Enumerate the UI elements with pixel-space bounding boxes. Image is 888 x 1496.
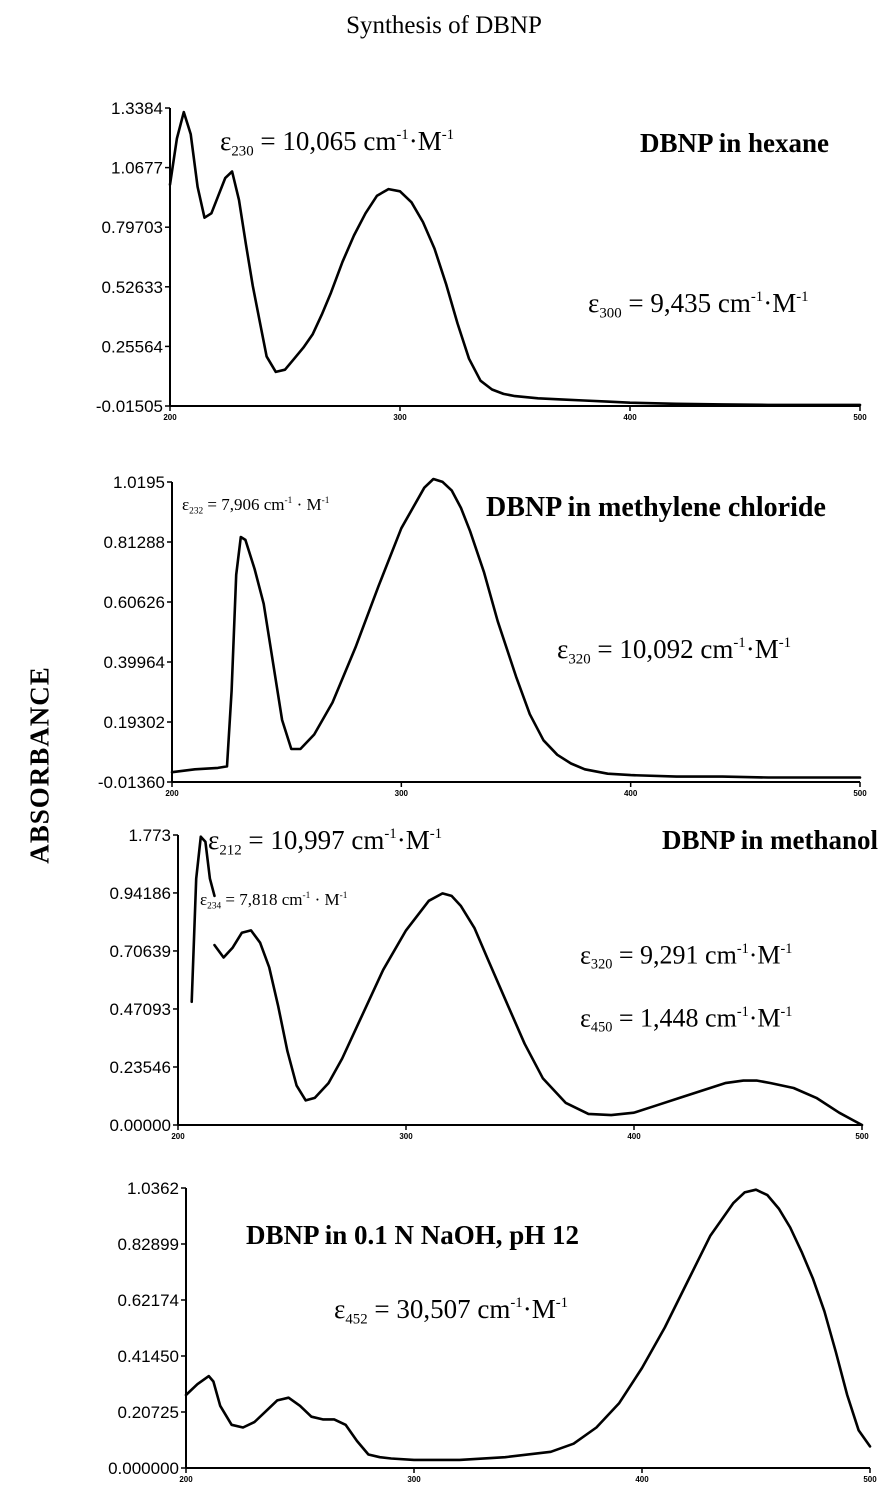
naoh-absorbance-line	[184, 1188, 872, 1462]
naoh-y-tick-label: 1.0362	[127, 1179, 179, 1198]
methylene-chloride-y-tick-label: 0.19302	[104, 713, 165, 732]
methylene-chloride-y-tick-label: 0.60626	[104, 593, 165, 612]
epsilon-234-annotation: ε234 = 7,818 cm-1 · M-1	[200, 890, 348, 912]
naoh-spectrum-panel: 0.000000 0.20725 0.41450 0.62174 0.82899 1.03…	[0, 1170, 888, 1496]
hexane-absorbance-line	[168, 110, 862, 407]
hexane-spectrum-plot: -0.01505 0.25564 0.52633 0.79703 1.0677 1.338…	[96, 99, 867, 422]
epsilon-300-annotation: ε300 = 9,435 cm-1·M-1	[588, 288, 809, 322]
methylene-chloride-panel-title: DBNP in methylene chloride	[486, 492, 826, 523]
hexane-spectrum-panel: -0.01505 0.25564 0.52633 0.79703 1.0677 1.338…	[0, 90, 888, 440]
naoh-x-tick-label: 300	[407, 1475, 421, 1484]
methanol-y-tick-label: 0.70639	[110, 942, 171, 961]
methylene-chloride-y-tick-label: 0.39964	[104, 653, 165, 672]
methanol-x-tick-label: 300	[399, 1132, 413, 1141]
methylene-chloride-x-tick-label: 200	[165, 789, 179, 798]
methanol-spectrum-panel: 0.00000 0.23546 0.47093 0.70639 0.94186 1.773…	[0, 815, 888, 1175]
methanol-x-tick-label: 400	[627, 1132, 641, 1141]
epsilon-320-annotation: ε320 = 9,291 cm-1·M-1	[580, 940, 793, 973]
methanol-y-tick-label: 1.773	[128, 826, 171, 845]
naoh-y-tick-label: 0.20725	[118, 1403, 179, 1422]
hexane-x-tick-label: 200	[163, 413, 177, 422]
methanol-panel-title: DBNP in methanol	[662, 825, 879, 855]
hexane-panel-title: DBNP in hexane	[640, 128, 830, 158]
hexane-x-tick-label: 400	[623, 413, 637, 422]
naoh-y-tick-label: 0.82899	[118, 1235, 179, 1254]
naoh-spectrum-plot: 0.000000 0.20725 0.41450 0.62174 0.82899 1.03…	[108, 1179, 877, 1484]
methanol-absorbance-line	[190, 835, 216, 1004]
hexane-x-tick-label: 300	[393, 413, 407, 422]
methanol-y-tick-label: 0.00000	[110, 1116, 171, 1135]
naoh-x-tick-label: 200	[179, 1475, 193, 1484]
naoh-x-tick-label: 400	[635, 1475, 649, 1484]
methanol-absorbance-line	[213, 892, 864, 1127]
hexane-y-tick-label: 0.79703	[102, 218, 163, 237]
epsilon-452-annotation: ε452 = 30,507 cm-1·M-1	[334, 1294, 569, 1328]
methylene-chloride-spectrum-plot: -0.01360 0.19302 0.39964 0.60626 0.81288 1.01…	[98, 473, 867, 798]
epsilon-232-annotation: ε232 = 7,906 cm-1 · M-1	[182, 495, 330, 517]
methanol-y-tick-label: 0.23546	[110, 1058, 171, 1077]
methylene-chloride-x-tick-label: 400	[624, 789, 638, 798]
methanol-y-tick-label: 0.94186	[110, 884, 171, 903]
hexane-y-tick-label: 1.0677	[111, 159, 163, 178]
hexane-y-tick-label: 0.25564	[102, 337, 163, 356]
naoh-y-tick-label: 0.000000	[108, 1459, 179, 1478]
methylene-chloride-y-tick-label: -0.01360	[98, 773, 165, 792]
methylene-chloride-absorbance-line	[170, 477, 862, 779]
hexane-x-tick-label: 500	[853, 413, 867, 422]
methylene-chloride-spectrum-panel: -0.01360 0.19302 0.39964 0.60626 0.81288 1.01…	[0, 460, 888, 810]
epsilon-230-annotation: ε230 = 10,065 cm-1·M-1	[220, 126, 455, 160]
methanol-x-tick-label: 200	[171, 1132, 185, 1141]
hexane-y-tick-label: 1.3384	[111, 99, 163, 118]
methylene-chloride-x-tick-label: 500	[853, 789, 867, 798]
epsilon-212-annotation: ε212 = 10,997 cm-1·M-1	[208, 825, 443, 859]
epsilon-450-annotation: ε450 = 1,448 cm-1·M-1	[580, 1003, 793, 1036]
methanol-x-tick-label: 500	[855, 1132, 869, 1141]
hexane-y-tick-label: -0.01505	[96, 397, 163, 416]
methylene-chloride-y-tick-label: 1.0195	[113, 473, 165, 492]
naoh-x-tick-label: 500	[863, 1475, 877, 1484]
naoh-panel-title: DBNP in 0.1 N NaOH, pH 12	[246, 1220, 580, 1250]
figure-title: Synthesis of DBNP	[346, 12, 542, 39]
methanol-spectrum-plot: 0.00000 0.23546 0.47093 0.70639 0.94186 1.773…	[110, 826, 870, 1141]
hexane-y-tick-label: 0.52633	[102, 278, 163, 297]
naoh-y-tick-label: 0.62174	[118, 1291, 179, 1310]
methylene-chloride-x-tick-label: 300	[395, 789, 409, 798]
epsilon-320-annotation: ε320 = 10,092 cm-1·M-1	[557, 634, 792, 668]
methanol-y-tick-label: 0.47093	[110, 1000, 171, 1019]
naoh-y-tick-label: 0.41450	[118, 1347, 179, 1366]
methylene-chloride-y-tick-label: 0.81288	[104, 533, 165, 552]
